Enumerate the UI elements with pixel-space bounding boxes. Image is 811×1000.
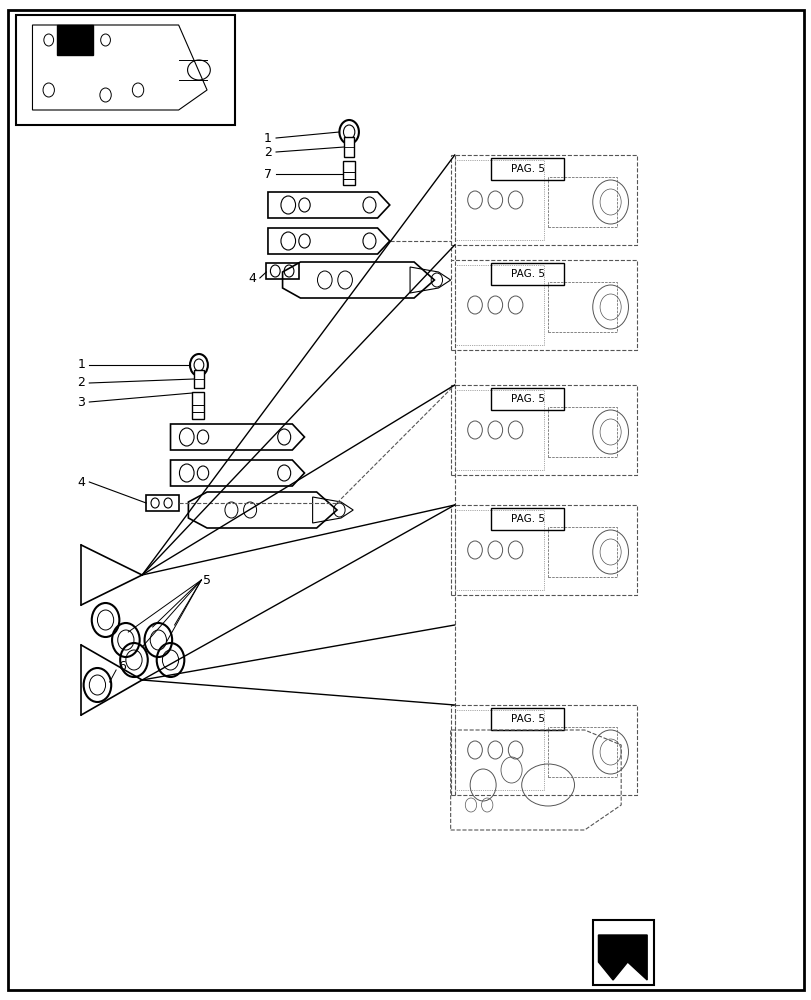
Text: PAG. 5: PAG. 5 — [510, 714, 544, 724]
Text: 2: 2 — [264, 145, 272, 158]
Bar — [454, 265, 543, 345]
Bar — [450, 705, 637, 795]
Text: 6: 6 — [118, 660, 126, 674]
Bar — [547, 527, 616, 577]
Bar — [454, 710, 543, 790]
Text: PAG. 5: PAG. 5 — [510, 269, 544, 279]
Bar — [491, 708, 564, 730]
Text: PAG. 5: PAG. 5 — [510, 514, 544, 524]
Bar — [192, 392, 204, 419]
Text: 4: 4 — [77, 476, 85, 488]
Bar — [454, 510, 543, 590]
Bar — [547, 282, 616, 332]
Bar — [491, 158, 564, 180]
Text: 5: 5 — [203, 574, 211, 586]
Text: PAG. 5: PAG. 5 — [510, 394, 544, 404]
Bar — [491, 263, 564, 285]
Polygon shape — [598, 935, 646, 980]
Text: 1: 1 — [264, 131, 272, 144]
Polygon shape — [57, 25, 93, 55]
Bar — [491, 388, 564, 410]
Text: 7: 7 — [264, 167, 272, 180]
Bar — [194, 370, 204, 388]
Bar — [344, 137, 354, 157]
Bar — [454, 390, 543, 470]
Bar — [450, 260, 637, 350]
Text: 2: 2 — [77, 376, 85, 389]
Bar — [592, 920, 653, 985]
Bar — [450, 385, 637, 475]
Bar — [454, 160, 543, 240]
Text: 3: 3 — [77, 395, 85, 408]
Bar — [491, 508, 564, 530]
Bar — [450, 155, 637, 245]
Text: 4: 4 — [247, 271, 255, 284]
Bar — [547, 407, 616, 457]
Bar — [547, 727, 616, 777]
Bar — [16, 15, 235, 125]
Text: PAG. 5: PAG. 5 — [510, 164, 544, 174]
Bar — [547, 177, 616, 227]
Bar — [450, 505, 637, 595]
Text: 1: 1 — [77, 359, 85, 371]
Bar — [342, 161, 354, 185]
